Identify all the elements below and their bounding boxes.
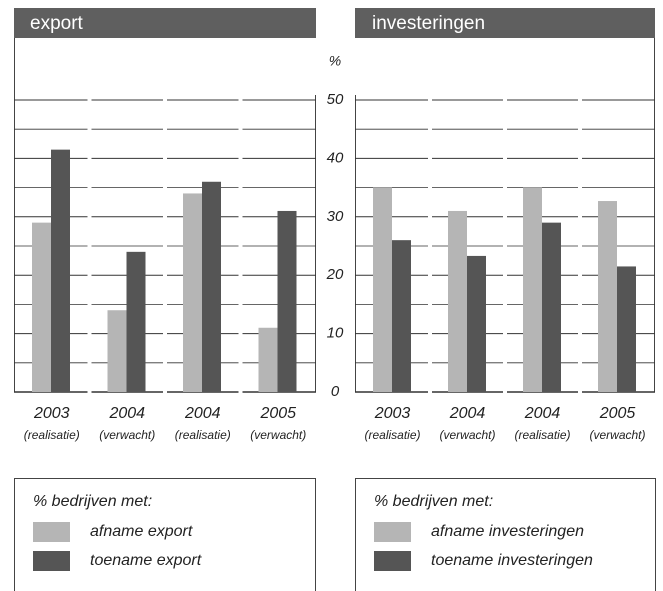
y-axis-label: % xyxy=(329,53,341,69)
legend-swatch xyxy=(374,522,411,542)
y-tick-label: 20 xyxy=(326,266,344,283)
x-tick-note: (realisatie) xyxy=(175,428,231,442)
x-tick-note: (verwacht) xyxy=(99,428,155,442)
bar xyxy=(617,266,636,392)
legend-label: afname export xyxy=(90,523,193,540)
bar xyxy=(523,187,542,392)
bar xyxy=(202,181,221,392)
x-tick-note: (realisatie) xyxy=(514,428,570,442)
y-tick-label: 50 xyxy=(327,91,344,108)
bar xyxy=(51,149,70,392)
header-bar xyxy=(14,8,316,38)
bar xyxy=(126,251,146,392)
bar xyxy=(448,210,467,392)
x-tick-note: (verwacht) xyxy=(250,428,306,442)
x-tick-label: 2005 xyxy=(259,405,296,422)
x-tick-label: 2003 xyxy=(33,405,70,422)
legend-title: % bedrijven met: xyxy=(374,493,493,510)
bar xyxy=(183,193,202,392)
x-tick-label: 2004 xyxy=(449,405,486,422)
x-tick-label: 2004 xyxy=(524,405,561,422)
x-tick-note: (realisatie) xyxy=(24,428,80,442)
legend-swatch xyxy=(374,551,411,571)
legend-label: toename export xyxy=(90,552,202,569)
bar xyxy=(107,310,127,392)
bar xyxy=(598,201,617,392)
header-bar xyxy=(355,8,655,38)
x-tick-note: (verwacht) xyxy=(439,428,495,442)
bar xyxy=(373,187,392,392)
bar xyxy=(258,327,278,392)
legend-box xyxy=(355,478,656,591)
legend-swatch xyxy=(33,522,70,542)
x-tick-note: (realisatie) xyxy=(364,428,420,442)
x-tick-label: 2004 xyxy=(108,405,145,422)
bar xyxy=(542,222,561,392)
legend-label: toename investeringen xyxy=(431,552,593,569)
x-tick-label: 2003 xyxy=(374,405,411,422)
x-tick-label: 2005 xyxy=(599,405,636,422)
bar xyxy=(32,222,51,392)
y-tick-label: 10 xyxy=(327,325,344,342)
y-tick-label: 30 xyxy=(327,208,344,225)
legend-swatch xyxy=(33,551,70,571)
legend-box xyxy=(14,478,316,591)
panel-title: investeringen xyxy=(372,13,485,34)
x-tick-label: 2004 xyxy=(184,405,221,422)
legend-label: afname investeringen xyxy=(431,523,584,540)
bar xyxy=(467,255,486,392)
bar xyxy=(277,210,297,392)
y-tick-label: 40 xyxy=(327,149,344,166)
panel-title: export xyxy=(30,13,84,34)
x-tick-note: (verwacht) xyxy=(589,428,645,442)
legend-title: % bedrijven met: xyxy=(33,493,152,510)
bar xyxy=(392,240,411,392)
y-tick-label: 0 xyxy=(331,383,340,400)
